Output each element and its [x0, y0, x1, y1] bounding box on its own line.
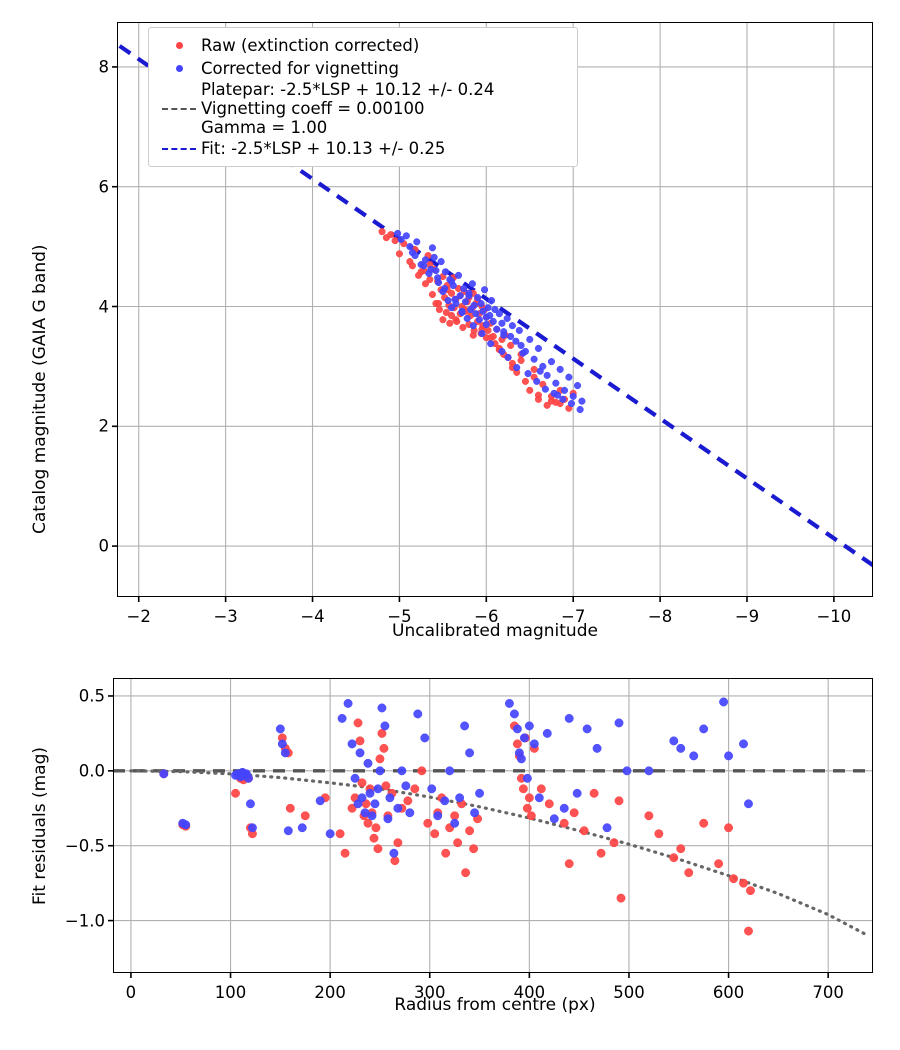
legend-marker-raw-dot: [157, 42, 201, 49]
top-plot-canvas: [112, 23, 872, 602]
legend-marker-corrected-dot: [157, 65, 201, 72]
legend-label-fit: Fit: -2.5*LSP + 10.13 +/- 0.25: [201, 139, 446, 159]
bottom-ytick-3: −1.0: [64, 911, 105, 931]
top-xtick-1: −3: [213, 607, 238, 626]
bottom-plot-canvas: [108, 679, 872, 978]
top-ytick-2: 4: [98, 297, 110, 316]
bottom-ytick-1: 0.0: [78, 761, 105, 781]
bottom-scatter-raw: [159, 718, 755, 936]
bottom-panel-residuals: Fit residuals (mag) 0 100 200 300 400 500 600 7…: [0, 650, 900, 1050]
legend-row-fit: Fit: -2.5*LSP + 10.13 +/- 0.25: [157, 137, 567, 160]
legend-label-platepar: Platepar: -2.5*LSP + 10.12 +/- 0.24 Vign…: [201, 80, 495, 138]
legend-label-raw: Raw (extinction corrected): [201, 35, 420, 55]
top-ytick-0: 0: [98, 536, 110, 556]
top-legend: Raw (extinction corrected) Corrected for…: [148, 27, 578, 168]
bottom-xtick-4: 400: [513, 983, 546, 1002]
bottom-xlabel: Radius from centre (px): [394, 995, 596, 1015]
top-xtick-4: −6: [474, 607, 499, 626]
top-ytick-1: 2: [98, 416, 110, 436]
bottom-ytick-0: 0.5: [78, 686, 105, 706]
bottom-xtick-0: 0: [125, 983, 137, 1002]
top-xtick-2: −4: [300, 607, 325, 626]
top-xtick-3: −5: [387, 607, 412, 626]
legend-row-platepar: Platepar: -2.5*LSP + 10.12 +/- 0.24 Vign…: [157, 80, 567, 137]
top-scatter-corrected: [394, 229, 586, 414]
bottom-xtick-6: 600: [712, 983, 745, 1002]
bottom-gridlines: [114, 679, 872, 972]
top-ticks: [112, 66, 835, 602]
bottom-ticks: [108, 695, 829, 978]
bottom-ytick-2: −0.5: [64, 836, 105, 856]
top-xlabel: Uncalibrated magnitude: [392, 621, 598, 641]
top-ytick-3: 6: [98, 177, 110, 197]
bottom-axes-frame: [113, 678, 873, 973]
top-xtick-7: −9: [734, 607, 760, 626]
top-panel-calibration: Catalog magnitude (GAIA G band) −2 −3 −4 −5…: [30, 22, 873, 641]
top-xtick-6: −8: [647, 607, 673, 626]
legend-label-corrected: Corrected for vignetting: [201, 58, 399, 78]
bottom-xtick-1: 100: [214, 983, 247, 1002]
bottom-xtick-5: 500: [613, 983, 645, 1002]
legend-marker-fit-dash: [157, 147, 201, 150]
bottom-scatter-corrected: [159, 697, 753, 858]
top-xtick-0: −2: [126, 607, 151, 626]
top-ytick-4: 8: [98, 57, 110, 77]
legend-row-corrected: Corrected for vignetting: [157, 57, 567, 80]
bottom-xtick-2: 200: [314, 983, 346, 1002]
top-xtick-5: −7: [561, 607, 586, 626]
bottom-xtick-7: 700: [812, 983, 844, 1002]
bottom-xtick-3: 300: [413, 983, 446, 1002]
legend-marker-platepar-dash: [157, 107, 201, 110]
legend-row-raw: Raw (extinction corrected): [157, 34, 567, 57]
top-xtick-8: −10: [816, 607, 852, 626]
bottom-vignetting-curve: [129, 769, 870, 938]
